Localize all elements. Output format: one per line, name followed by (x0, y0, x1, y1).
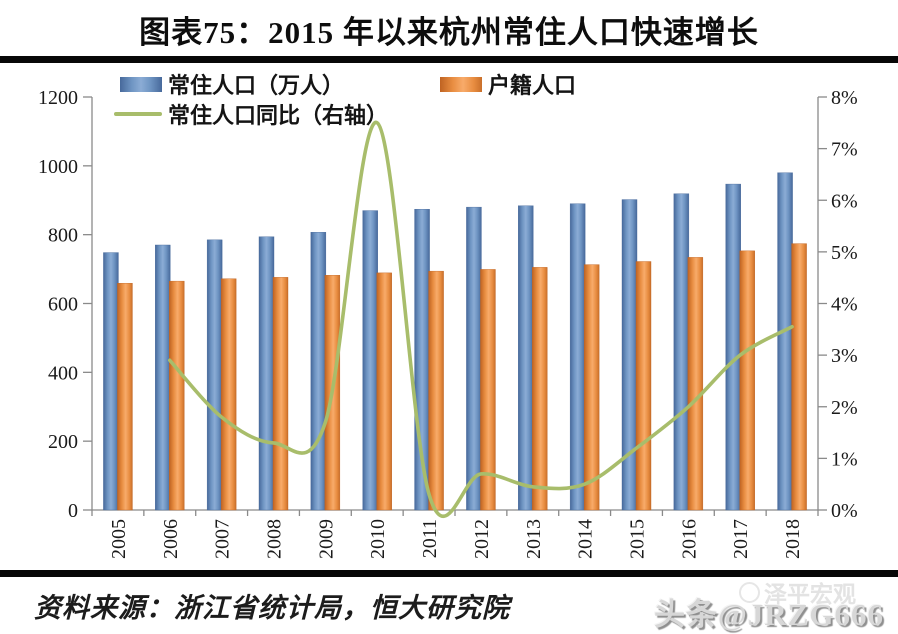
left-axis-tick-label: 0 (68, 500, 78, 522)
right-axis-tick-label: 8% (831, 87, 858, 109)
footer: 资料来源：浙江省统计局，恒大研究院 泽平宏观 头条@JRZG666 (0, 577, 898, 634)
bar-2013 (532, 267, 548, 511)
x-axis-year-label: 2012 (471, 519, 493, 559)
bar-2011 (428, 270, 444, 511)
x-axis-year-label: 2014 (575, 519, 597, 559)
right-axis-tick-label: 7% (831, 139, 858, 161)
chart-area: 0 200 400 600 800 1000 1200 0% 1% 2% 3% 4% 5% 6% 7% 8% 2… (0, 63, 898, 570)
x-axis-year-label: 2015 (627, 519, 649, 559)
watermark-group: 泽平宏观 头条@JRZG666 (654, 577, 884, 634)
x-axis-year-label: 2013 (523, 519, 545, 559)
bar-2013 (518, 205, 534, 511)
yoy-growth-line (167, 120, 794, 518)
bar-2012 (466, 206, 482, 511)
bar-2007 (206, 239, 223, 511)
right-axis-tick-label: 0% (831, 500, 858, 522)
bar-2005 (117, 282, 133, 511)
right-axis-tick-labels: 0% 1% 2% 3% 4% 5% 6% 7% 8% (831, 87, 858, 522)
right-axis-tick-label: 2% (831, 397, 858, 419)
source-note: 资料来源：浙江省统计局，恒大研究院 (34, 593, 510, 623)
bar-2009 (310, 232, 327, 511)
bar-2007 (220, 278, 237, 511)
legend-item-hukou-population: 户籍人口 (440, 68, 576, 100)
blue-bar-swatch-icon (120, 76, 162, 92)
right-axis-tick-label: 4% (831, 294, 858, 316)
x-axis-year-label: 2018 (782, 519, 804, 559)
right-axis-tick-label: 5% (831, 242, 858, 264)
toutiao-watermark: 头条@JRZG666 (653, 597, 884, 632)
bar-2016 (687, 257, 704, 511)
left-axis-tick-label: 1000 (38, 156, 78, 178)
legend-item-yoy-growth: 常住人口同比（右轴） (114, 98, 388, 130)
right-axis-tick-label: 3% (831, 345, 858, 367)
x-axis-year-label: 2009 (315, 519, 337, 559)
x-axis-year-label: 2007 (212, 519, 234, 559)
bar-2015 (621, 199, 638, 511)
bar-2010 (362, 210, 378, 511)
footer-divider (0, 570, 898, 577)
bar-2014 (569, 203, 586, 511)
title-divider (0, 56, 898, 63)
left-axis-tick-label: 1200 (38, 87, 78, 109)
left-axis-tick-label: 800 (48, 225, 78, 247)
chart-canvas: 0 200 400 600 800 1000 1200 0% 1% 2% 3% 4% 5% 6% 7% 8% 2… (38, 87, 858, 559)
bar-series-1 (117, 243, 807, 511)
legend-item-resident-population: 常住人口（万人） (120, 68, 344, 100)
x-axis-year-label: 2008 (264, 519, 286, 559)
zeping-macro-logo-icon (739, 581, 760, 603)
figure-title: 图表75：2015 年以来杭州常住人口快速增长 (139, 15, 759, 50)
bar-2012 (480, 269, 496, 511)
bar-2018 (791, 243, 807, 511)
x-axis-year-label: 2006 (160, 519, 182, 559)
right-axis-tick-label: 6% (831, 190, 858, 212)
bar-2016 (673, 193, 690, 511)
legend-label-yoy: 常住人口同比（右轴） (168, 103, 389, 128)
zeping-macro-label: 泽平宏观 (764, 582, 856, 607)
bar-series-0 (103, 172, 793, 511)
left-axis-tick-labels: 0 200 400 600 800 1000 1200 (38, 87, 78, 522)
x-axis-year-label: 2005 (108, 519, 130, 559)
legend-label-hukou: 户籍人口 (488, 73, 577, 98)
bar-2006 (155, 244, 171, 511)
legend-label-resident: 常住人口（万人） (168, 73, 345, 98)
bar-2014 (583, 264, 600, 511)
bar-2008 (272, 277, 289, 511)
bar-2018 (777, 172, 793, 511)
left-axis-tick-label: 400 (48, 362, 78, 384)
left-axis-tick-label: 200 (48, 431, 78, 453)
zeping-macro-watermark: 泽平宏观 (739, 575, 856, 609)
bar-2015 (635, 261, 652, 511)
bar-2017 (739, 250, 755, 511)
x-axis-year-label: 2010 (367, 519, 389, 559)
orange-bar-swatch-icon (440, 76, 482, 92)
axes (83, 96, 827, 516)
right-axis-tick-label: 1% (831, 448, 858, 470)
left-axis-tick-label: 600 (48, 294, 78, 316)
bar-2008 (258, 236, 275, 511)
bar-2005 (103, 252, 119, 511)
x-axis-year-label: 2016 (678, 519, 700, 559)
green-line-swatch-icon (114, 112, 162, 116)
x-axis-tick-labels: 2005 2006 2007 2008 2009 2010 2011 2012 2013 2014… (108, 519, 804, 559)
x-axis-year-label: 2011 (419, 519, 441, 558)
x-axis-year-label: 2017 (730, 519, 752, 559)
bar-2017 (725, 183, 741, 511)
bar-2006 (169, 280, 185, 511)
bar-2010 (376, 272, 392, 511)
